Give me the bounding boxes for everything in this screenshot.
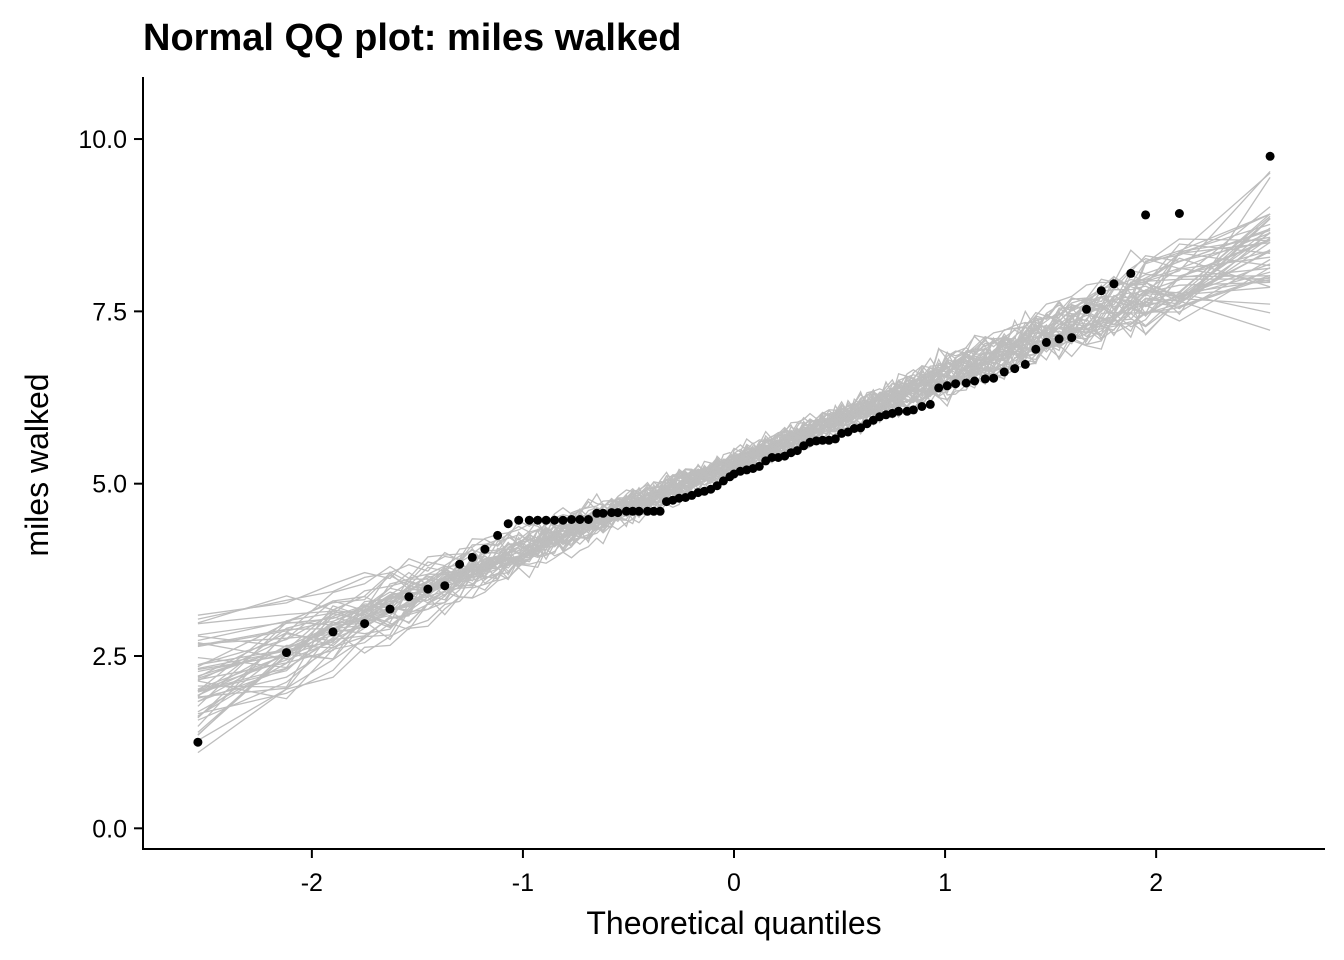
data-point [613,508,623,518]
x-tick-label: 1 [938,869,952,897]
data-point [440,581,450,591]
data-point [856,423,866,433]
x-tick-label: -1 [512,869,534,897]
data-point [980,374,990,384]
x-tick-label: 0 [727,869,741,897]
data-point [385,604,395,614]
data-point [575,515,585,524]
data-point [404,592,414,602]
data-point [628,506,638,516]
data-point [558,515,568,525]
simulated-line [197,281,1271,733]
data-point [951,379,961,389]
data-point [514,515,524,525]
data-point [634,506,644,516]
data-point [592,508,602,518]
data-point [649,506,659,516]
data-point [1054,334,1064,344]
data-point [193,737,203,747]
data-point [1126,268,1136,278]
simulated-line [197,271,1271,703]
data-point [942,381,952,391]
data-point [607,508,617,518]
data-point [754,461,764,471]
simulated-line [197,213,1271,719]
data-point [830,434,840,444]
data-point [908,405,918,415]
simulated-reference-lines [197,170,1271,754]
data-point [917,402,927,411]
data-point [643,506,652,516]
y-tick-label: 10.0 [78,126,127,154]
data-point [1041,337,1051,347]
data-points [193,151,1275,747]
y-tick-label: 0.0 [92,815,127,843]
data-point [925,399,935,409]
data-point [970,376,980,386]
data-point [1109,279,1119,289]
y-tick-label: 2.5 [92,643,127,671]
data-point [961,378,971,388]
data-point [282,648,291,658]
simulated-line [197,263,1271,736]
data-point [934,383,944,393]
data-point [621,506,631,516]
data-point [467,552,477,562]
y-tick-label: 7.5 [92,298,127,326]
data-point [480,544,490,554]
data-point [1265,151,1275,161]
data-point [1096,286,1106,296]
x-axis-ticks: -2 -1 0 1 2 [301,849,1163,897]
x-tick-label: 2 [1149,869,1163,897]
data-point [423,584,433,594]
data-point [524,515,534,525]
simulated-line [197,241,1271,692]
data-point [328,627,338,637]
data-point [792,446,802,456]
x-axis-label: Theoretical quantiles [586,905,881,941]
data-point [493,530,503,540]
simulated-line [197,281,1271,718]
x-tick-label: -2 [301,869,323,897]
chart-title: Normal QQ plot: miles walked [143,17,681,59]
data-point [455,559,465,569]
data-point [989,373,999,383]
data-point [567,515,576,524]
data-point [533,515,543,525]
y-axis-ticks: 0.0 2.5 5.0 7.5 10.0 [78,126,143,843]
data-point [718,476,728,486]
data-point [818,435,828,445]
data-point [1067,333,1077,343]
data-point [583,515,593,524]
y-tick-label: 5.0 [92,471,127,499]
data-point [999,367,1009,377]
data-point [360,619,370,629]
data-point [550,515,560,525]
data-point [541,515,551,525]
data-point [1141,210,1151,220]
simulated-line [197,236,1271,647]
data-point [655,506,665,516]
data-point [1020,359,1030,369]
data-point [894,406,904,416]
data-point [1082,304,1091,314]
data-point [598,508,608,518]
data-point [712,481,722,491]
data-point [767,453,777,462]
data-point [1010,364,1020,374]
data-point [1174,209,1184,218]
data-point [503,519,513,529]
data-point [1031,344,1041,354]
y-axis-label: miles walked [19,373,55,556]
